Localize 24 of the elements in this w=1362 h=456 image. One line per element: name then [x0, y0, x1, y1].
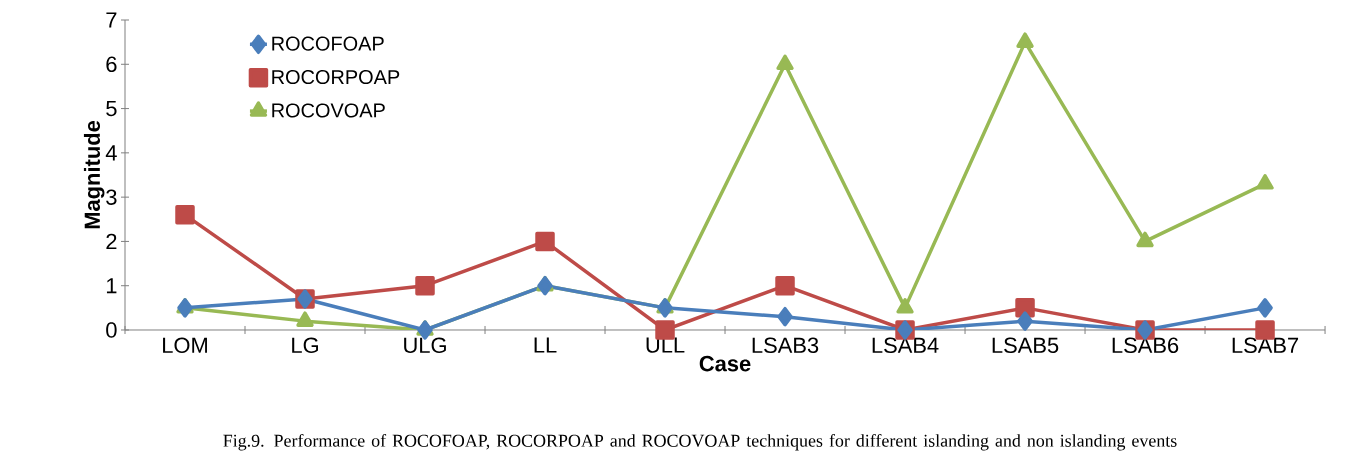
x-tick-label: ULL [646, 337, 685, 353]
x-tick-label: LL [534, 337, 557, 353]
x-tick-label: ULG [404, 337, 446, 354]
x-tick-label: LG [292, 337, 318, 354]
caption: Fig.9. Performance of ROCOFOAP, ROCORPOAP and ROCOVOAP techniques for different islanding and non islanding events [223, 433, 1177, 451]
y-tick-label: 4 [105, 145, 117, 161]
y-tick-label: 2 [106, 233, 117, 250]
y-tick-label: 7 [106, 12, 117, 28]
x-tick-label: LSAB6 [1112, 337, 1179, 354]
x-tick-label: LSAB7 [1232, 337, 1299, 354]
y-tick-label: 3 [106, 189, 117, 205]
x-tick-label: LSAB4 [872, 337, 939, 354]
y-axis-title: Magnitude [83, 120, 105, 229]
legend-label: ROCOVOAP [272, 103, 385, 118]
x-axis-title: Case [699, 355, 751, 372]
x-tick-label: LSAB3 [752, 337, 819, 354]
legend-label: ROCOFOAP [272, 36, 384, 51]
y-tick-label: 1 [106, 278, 117, 294]
y-tick-label: 0 [106, 322, 117, 338]
x-tick-label: LSAB5 [992, 337, 1059, 354]
x-tick-label: LOM [163, 337, 207, 354]
y-tick-label: 6 [106, 56, 117, 73]
y-tick-label: 5 [106, 100, 117, 117]
legend-label: ROCORPOAP [272, 69, 400, 85]
